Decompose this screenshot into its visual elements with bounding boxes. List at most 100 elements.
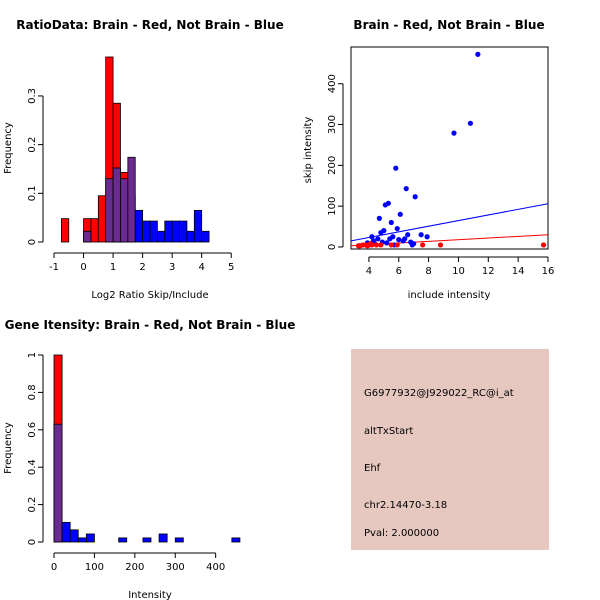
intensity-histogram-xlabel: Intensity <box>128 590 172 600</box>
ratio-histogram-x-tick-label: 1 <box>110 262 116 273</box>
ratio-histogram-x-tick-label: 2 <box>139 262 145 273</box>
scatter-ylabel: skip intensity <box>303 117 314 184</box>
ratio-histogram-y-tick-label: 0.2 <box>27 137 38 153</box>
ratio-histogram-x-axis: -1 0 1 2 3 4 5 <box>49 252 234 273</box>
intensity-histogram-y-tick-label: 0.4 <box>27 459 38 475</box>
not-brain-point <box>384 240 390 246</box>
intensity-histogram-x-tick-label: 300 <box>166 562 185 573</box>
ratio-histogram-bar-brain <box>90 218 99 243</box>
intensity-histogram-bar-not-brain <box>118 537 128 543</box>
not-brain-point <box>382 202 388 208</box>
info-location: chr2.14470-3.18 <box>364 500 447 511</box>
ratio-histogram-bar-not-brain <box>105 178 114 243</box>
not-brain-point <box>418 232 424 238</box>
info-panel: G6977932@J929022_RC@i_at altTxStart Ehf … <box>351 349 549 550</box>
scatter-x-tick-label: 4 <box>366 266 372 277</box>
ratio-histogram-bar-not-brain <box>142 220 151 243</box>
scatter-xlabel: include intensity <box>408 290 491 301</box>
intensity-histogram-bar-not-brain <box>61 521 71 543</box>
intensity-histogram-bar-not-brain <box>231 537 241 543</box>
not-brain-point <box>375 236 381 242</box>
ratio-histogram-x-tick-label: 0 <box>80 262 86 273</box>
intensity-histogram-bar-not-brain <box>142 537 152 543</box>
intensity-histogram-y-tick-label: 0 <box>27 539 38 545</box>
ratio-histogram-bar-not-brain <box>120 178 129 243</box>
intensity-histogram-x-axis: 0 100 200 300 400 <box>51 552 225 573</box>
info-event-type: altTxStart <box>364 426 413 437</box>
not-brain-point <box>451 130 457 136</box>
not-brain-point <box>394 225 400 232</box>
brain-point <box>437 242 444 248</box>
ratio-histogram-bar-not-brain <box>83 230 92 243</box>
scatter-x-tick-label: 14 <box>512 266 525 277</box>
ratio-histogram-bar-not-brain <box>171 220 180 243</box>
intensity-histogram-x-tick-label: 100 <box>85 562 104 573</box>
intensity-histogram-bar-not-brain <box>69 529 79 543</box>
info-gene-symbol: Ehf <box>364 463 381 474</box>
info-probe-id: G6977932@J929022_RC@i_at <box>364 388 514 399</box>
intensity-histogram-panel: Gene Itensity: Brain - Red, Not Brain - … <box>3 318 295 600</box>
not-brain-point <box>396 237 402 243</box>
intensity-histogram-bar-not-brain <box>158 533 168 543</box>
ratio-histogram-x-tick-label: -1 <box>49 262 59 273</box>
ratio-histogram-x-tick-label: 4 <box>199 262 205 273</box>
ratio-histogram-title: RatioData: Brain - Red, Not Brain - Blue <box>16 18 283 32</box>
intensity-histogram-y-axis: 0 0.2 0.4 0.6 0.8 1 <box>27 352 44 545</box>
scatter-x-axis: 4 6 8 10 12 14 16 <box>366 256 554 277</box>
not-brain-point <box>397 211 403 217</box>
intensity-histogram-x-tick-label: 0 <box>51 562 57 573</box>
not-brain-point <box>409 242 415 248</box>
scatter-panel: Brain - Red, Not Brain - Blue include in… <box>303 18 554 301</box>
brain-point <box>378 242 384 248</box>
scatter-y-tick-label: 400 <box>327 74 338 93</box>
intensity-histogram-ylabel: Frequency <box>3 422 14 474</box>
ratio-histogram-y-tick-label: 0 <box>27 239 38 245</box>
scatter-x-tick-label: 8 <box>425 266 431 277</box>
scatter-y-axis: 0 100 200 300 400 <box>327 74 344 250</box>
info-pval: Pval: 2.000000 <box>364 528 439 539</box>
intensity-histogram-bar-not-brain <box>85 533 95 543</box>
not-brain-point <box>376 215 382 221</box>
not-brain-fit-line <box>350 203 549 242</box>
ratio-histogram-bar-brain <box>60 218 70 243</box>
ratio-histogram-bar-not-brain <box>179 220 188 243</box>
intensity-histogram-x-tick-label: 400 <box>206 562 225 573</box>
scatter-y-tick-label: 0 <box>327 244 338 250</box>
info-panel-background <box>351 349 549 550</box>
ratio-histogram-y-tick-label: 0.3 <box>27 88 38 104</box>
scatter-fit-lines <box>350 203 549 247</box>
brain-point <box>420 242 426 248</box>
ratio-histogram-bar-not-brain <box>149 220 158 243</box>
scatter-y-tick-label: 200 <box>327 156 338 175</box>
not-brain-point <box>403 186 409 192</box>
ratio-histogram-bars <box>60 56 210 243</box>
not-brain-point <box>405 232 411 238</box>
ratio-histogram-xlabel: Log2 Ratio Skip/Include <box>91 290 208 301</box>
brain-point <box>540 242 547 248</box>
intensity-histogram-y-tick-label: 0.8 <box>27 384 38 400</box>
not-brain-point <box>393 165 399 171</box>
not-brain-point <box>388 219 394 226</box>
ratio-histogram-bar-brain <box>97 195 107 243</box>
ratio-histogram-x-tick-label: 5 <box>228 262 234 273</box>
not-brain-point <box>475 51 481 57</box>
intensity-histogram-bar-not-brain <box>77 537 87 543</box>
intensity-histogram-y-tick-label: 0.6 <box>27 422 38 438</box>
scatter-y-tick-label: 300 <box>327 115 338 134</box>
ratio-histogram-bar-not-brain <box>127 156 136 243</box>
ratio-histogram-y-tick-label: 0.1 <box>27 185 38 201</box>
scatter-points <box>355 51 547 249</box>
intensity-histogram-bars <box>53 354 241 543</box>
ratio-histogram-bar-not-brain <box>193 209 203 243</box>
intensity-histogram-bar-not-brain <box>174 537 184 543</box>
brain-point <box>364 243 371 249</box>
scatter-y-tick-label: 100 <box>327 197 338 216</box>
ratio-histogram-bar-not-brain <box>186 230 195 243</box>
ratio-histogram-y-axis: 0 0.1 0.2 0.3 <box>27 88 44 245</box>
scatter-x-tick-label: 6 <box>396 266 402 277</box>
ratio-histogram-ylabel: Frequency <box>3 122 14 174</box>
intensity-histogram-y-tick-label: 1 <box>27 352 38 358</box>
ratio-histogram-bar-not-brain <box>156 230 166 243</box>
not-brain-point <box>390 234 396 240</box>
